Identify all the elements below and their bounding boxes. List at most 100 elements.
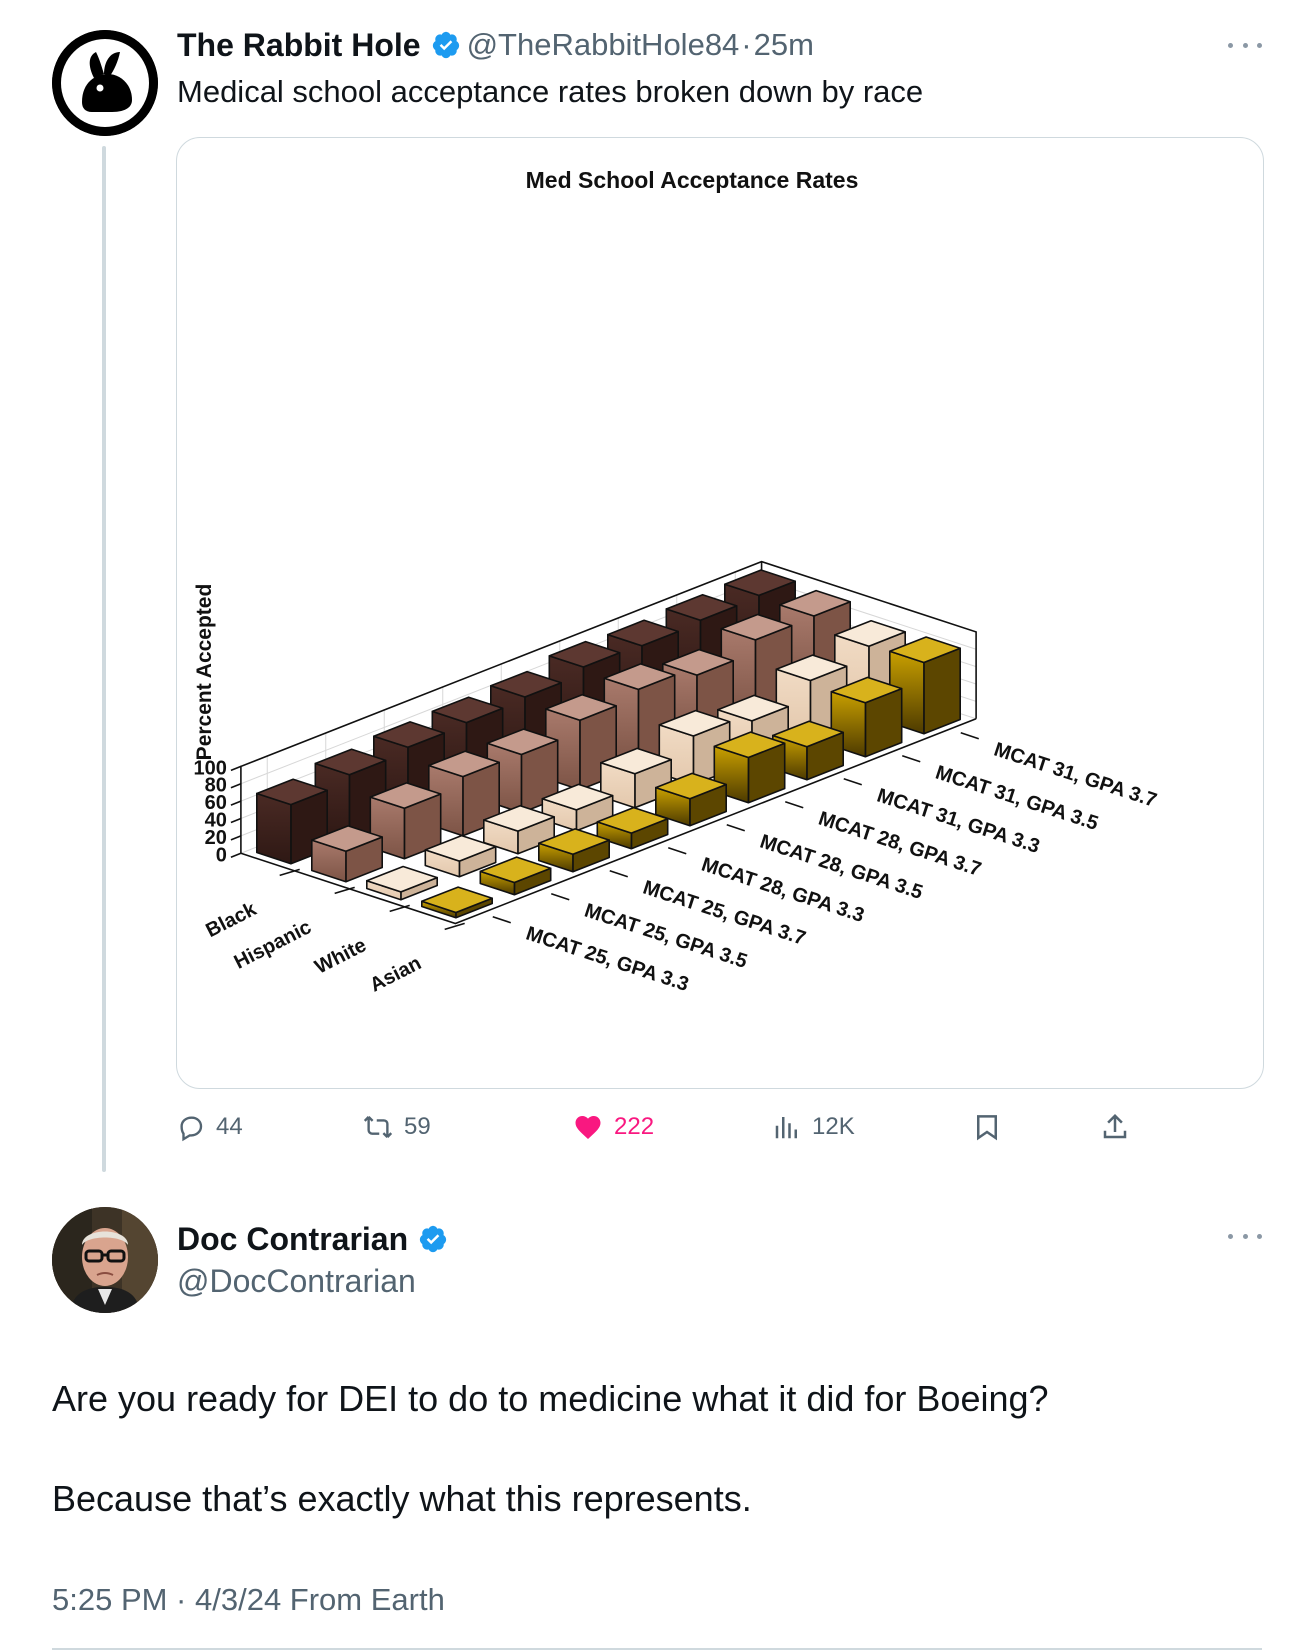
bar-top	[479, 856, 552, 884]
bar-top	[431, 696, 504, 724]
thread-connector	[102, 146, 106, 1172]
divider	[52, 1648, 1262, 1650]
post1-header: The Rabbit Hole @TheRabbitHole84 · 25m	[177, 24, 814, 66]
y-tick-label: 40	[205, 809, 227, 831]
post1-actions: 44 59 222 12K	[176, 1107, 1166, 1147]
bar-asian-3	[596, 806, 669, 850]
series-label: Black	[202, 898, 260, 942]
grid-line	[761, 578, 977, 650]
bar-top	[599, 747, 673, 775]
chart-frame	[240, 560, 977, 854]
bar-top	[833, 619, 907, 648]
bar-top	[428, 750, 501, 778]
y-tick-label: 60	[205, 792, 227, 814]
y-tick-label: 100	[194, 757, 227, 779]
bar-white-0	[366, 865, 439, 901]
bar-asian-4	[654, 772, 728, 827]
series-tick	[334, 886, 355, 895]
bar-top	[424, 834, 497, 862]
bar-front	[256, 792, 292, 865]
separator-dot: ·	[741, 27, 752, 62]
bar-top	[544, 693, 618, 722]
views-icon	[775, 1117, 797, 1139]
bar-top	[771, 720, 845, 748]
avatar-rabbit-hole[interactable]	[52, 30, 158, 136]
views-button[interactable]: 12K	[772, 1107, 855, 1147]
bar-top	[256, 778, 328, 806]
chart-floor-edge	[240, 718, 977, 925]
reply-icon	[180, 1116, 203, 1142]
more-dots-icon[interactable]	[1228, 1231, 1262, 1241]
heart-icon	[575, 1116, 601, 1139]
bar-top	[421, 886, 494, 914]
category-tick	[667, 846, 687, 855]
like-count: 222	[614, 1113, 655, 1140]
share-icon	[1103, 1113, 1127, 1139]
bar-top	[311, 825, 383, 853]
y-tick	[230, 765, 242, 772]
category-tick	[784, 800, 804, 809]
y-tick-label: 0	[216, 844, 227, 866]
bar-top	[596, 806, 669, 834]
repost-count: 59	[404, 1113, 431, 1140]
post2-meta[interactable]: 5:25 PM · 4/3/24 From Earth	[52, 1582, 445, 1617]
bar-top	[541, 783, 614, 811]
author-handle[interactable]: @DocContrarian	[177, 1263, 416, 1299]
category-tick	[550, 892, 570, 901]
avatar-doc-contrarian[interactable]	[52, 1207, 158, 1313]
category-tick	[960, 731, 980, 740]
like-button[interactable]: 222	[572, 1107, 654, 1147]
category-tick	[726, 823, 746, 832]
y-tick-label: 20	[205, 827, 227, 849]
chart-ylabel: Percent Accepted	[193, 584, 216, 761]
bar-top	[486, 728, 559, 756]
repost-button[interactable]: 59	[362, 1107, 431, 1147]
bar-top	[373, 721, 446, 749]
bar-top	[606, 619, 680, 647]
bar-hispanic-1	[369, 782, 442, 860]
repost-icon	[363, 1116, 393, 1138]
bookmark-button[interactable]	[972, 1107, 1002, 1147]
bar-top	[830, 676, 903, 704]
category-tick	[843, 777, 863, 786]
bar-hispanic-0	[311, 825, 383, 883]
series-tick	[279, 868, 300, 877]
more-dots-icon[interactable]	[1228, 40, 1262, 50]
author-handle[interactable]: @TheRabbitHole84	[466, 27, 740, 62]
y-tick	[230, 835, 242, 841]
bar-white-3	[541, 783, 614, 832]
y-tick	[230, 800, 242, 806]
bar-asian-2	[537, 828, 611, 873]
bar-top	[654, 772, 728, 800]
series-tick	[444, 922, 465, 931]
verified-badge-icon	[432, 31, 459, 59]
author-name[interactable]: The Rabbit Hole	[177, 26, 421, 63]
bar-top	[778, 589, 852, 617]
reply-button[interactable]: 44	[176, 1107, 243, 1147]
author-name[interactable]: Doc Contrarian	[177, 1220, 409, 1257]
bar-top	[489, 670, 563, 698]
category-tick	[492, 915, 512, 924]
chart-title: Med School Acceptance Rates	[526, 167, 859, 193]
media-chart-card[interactable]: 0 20 40 60 80 100 Black Hispanic White Asian MCAT …	[176, 137, 1264, 1089]
bar-top	[665, 593, 738, 622]
share-button[interactable]	[1100, 1107, 1130, 1147]
rabbit-logo-icon	[52, 30, 158, 136]
portrait-photo	[52, 1207, 158, 1313]
series-label: White	[311, 934, 369, 978]
bar-top	[775, 654, 848, 682]
post2-header: Doc Contrarian	[177, 1218, 454, 1260]
bar-top	[537, 828, 611, 856]
bar-asian-0	[421, 886, 494, 919]
category-tick	[901, 754, 921, 763]
bar-top	[661, 648, 735, 676]
post-time[interactable]: 25m	[753, 27, 814, 62]
bar-top	[369, 782, 442, 810]
views-count: 12K	[812, 1113, 855, 1140]
bar-top	[658, 709, 731, 737]
y-tick	[230, 817, 242, 824]
bar-top	[603, 663, 676, 691]
reply-count: 44	[216, 1113, 243, 1140]
bar-asian-1	[479, 856, 552, 896]
